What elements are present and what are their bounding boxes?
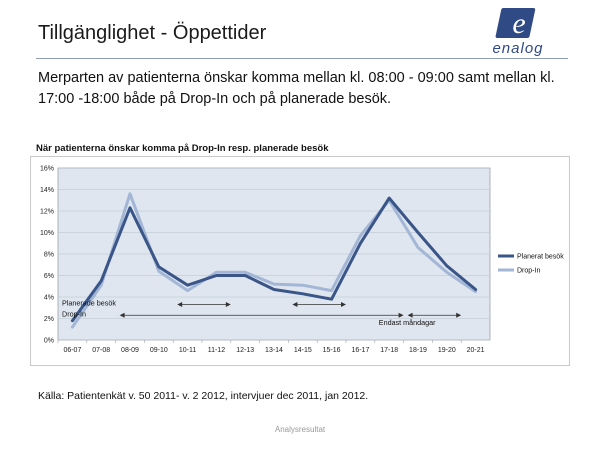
footer-label: Analysresultat — [274, 425, 326, 434]
x-tick-label: 20-21 — [467, 347, 485, 354]
arrow-planerade-dropin-head-right — [398, 312, 404, 318]
x-tick-label: 11-12 — [208, 347, 225, 354]
y-tick-label: 6% — [44, 273, 54, 280]
title-divider — [36, 58, 568, 59]
y-tick-label: 0% — [44, 338, 54, 345]
chart-title: När patienterna önskar komma på Drop-In … — [36, 143, 329, 154]
x-tick-label: 15-16 — [323, 347, 341, 354]
x-tick-label: 10-11 — [179, 347, 196, 354]
x-tick-label: 09-10 — [150, 347, 168, 354]
legend-label-planerat-besok: Planerat besök — [517, 254, 564, 261]
x-tick-label: 13-14 — [265, 347, 283, 354]
arrow-14-17-head-right — [341, 302, 346, 308]
y-tick-label: 4% — [44, 295, 54, 302]
source-note: Källa: Patientenkät v. 50 2011- v. 2 201… — [38, 390, 369, 402]
x-tick-label: 18-19 — [409, 347, 427, 354]
arrow-planerade-dropin-head-left — [119, 312, 125, 318]
arrow-10-13-head-left — [177, 302, 183, 308]
line-chart: 0% 2% 4% 6% 8% 10% 12% 14% 16% 06-07 07-08 08-09 09-… — [30, 156, 570, 366]
y-tick-label: 12% — [40, 209, 54, 216]
enalog-logo: e enalog — [478, 6, 558, 57]
arrow-14-17-head-left — [292, 302, 298, 308]
y-tick-label: 2% — [44, 316, 54, 323]
x-tick-label: 07-08 — [92, 347, 110, 354]
legend-label-drop-in: Drop-In — [517, 268, 540, 275]
x-tick-label: 14-15 — [294, 347, 312, 354]
x-tick-label: 12-13 — [236, 347, 254, 354]
slide-title: Tillgänglighet - Öppettider — [38, 22, 267, 44]
x-tick-label: 17-18 — [380, 347, 398, 354]
x-tick-label: 19-20 — [438, 347, 456, 354]
logo-wordmark: enalog — [492, 40, 544, 57]
intro-text: Merparten av patienterna önskar komma me… — [38, 70, 555, 107]
y-tick-label: 8% — [44, 252, 54, 259]
x-tick-label: 16-17 — [351, 347, 369, 354]
annotation-endast-mandagar: Endast måndagar — [379, 318, 436, 327]
x-tick-label: 06-07 — [63, 347, 81, 354]
series-line-drop-in — [70, 192, 478, 329]
y-tick-label: 16% — [40, 166, 54, 173]
y-tick-label: 14% — [40, 187, 54, 194]
y-tick-label: 10% — [40, 230, 54, 237]
series-line-planerat-besok — [70, 196, 478, 323]
arrow-10-13-head-right — [225, 302, 231, 308]
logo-letter: e — [512, 7, 525, 40]
arrow-endast-mandagar-head-right — [456, 312, 462, 318]
annotation-drop-in: Drop-In — [62, 309, 86, 318]
x-tick-label: 08-09 — [121, 347, 139, 354]
arrow-endast-mandagar-head-left — [407, 312, 413, 318]
logo-e-icon: e — [495, 7, 536, 40]
annotation-planerade-besok: Planerade besök — [62, 299, 116, 308]
logo-badge — [495, 8, 536, 38]
